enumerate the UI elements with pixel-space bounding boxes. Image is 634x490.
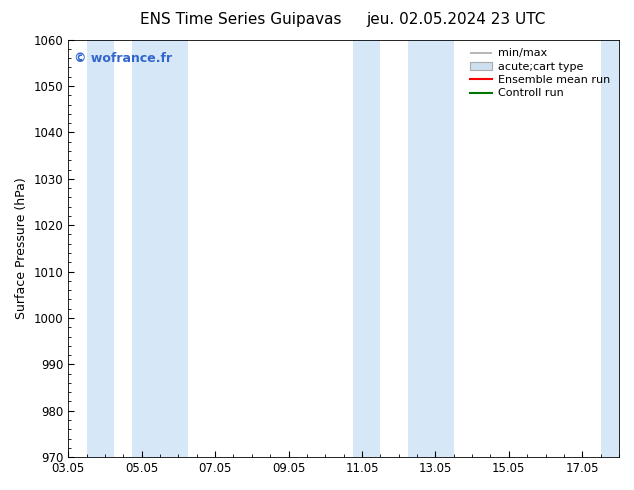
- Bar: [353, 40, 380, 457]
- Bar: [86, 40, 114, 457]
- Text: © wofrance.fr: © wofrance.fr: [74, 52, 172, 65]
- Text: ENS Time Series Guipavas: ENS Time Series Guipavas: [140, 12, 342, 27]
- Bar: [133, 40, 188, 457]
- Legend: min/max, acute;cart type, Ensemble mean run, Controll run: min/max, acute;cart type, Ensemble mean …: [467, 45, 614, 102]
- Bar: [600, 40, 621, 457]
- Y-axis label: Surface Pressure (hPa): Surface Pressure (hPa): [15, 177, 28, 319]
- Bar: [408, 40, 454, 457]
- Text: jeu. 02.05.2024 23 UTC: jeu. 02.05.2024 23 UTC: [367, 12, 546, 27]
